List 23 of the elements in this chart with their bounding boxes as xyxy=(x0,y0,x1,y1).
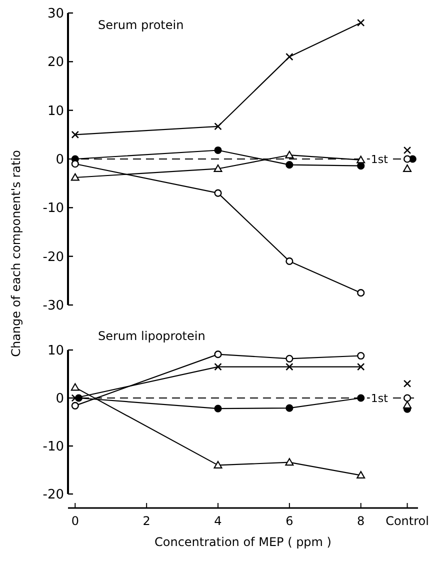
x-tick-label: Control xyxy=(386,514,429,528)
y-tick-label: 0 xyxy=(56,152,64,168)
x-tick-label: 6 xyxy=(286,514,294,528)
y-axis-title: Change of each component's ratio xyxy=(9,150,23,357)
y-tick-label: 20 xyxy=(47,55,64,70)
x-tick-label: 2 xyxy=(142,514,150,528)
ref-line-label: 1st xyxy=(370,152,389,166)
y-tick-label: 10 xyxy=(47,344,64,359)
y-tick-label: -20 xyxy=(42,250,64,265)
y-tick-label: 30 xyxy=(47,6,64,22)
y-tick-label: -10 xyxy=(42,201,64,216)
ref-line-label: 1st xyxy=(370,392,389,405)
y-tick-label: 0 xyxy=(56,392,64,407)
y-tick-label: -30 xyxy=(42,298,64,314)
x-tick-label: 4 xyxy=(214,514,222,528)
chart-title: Serum lipoprotein xyxy=(98,329,206,343)
y-tick-label: -10 xyxy=(42,440,64,455)
x-axis-title: Concentration of MEP ( ppm ) xyxy=(154,535,332,549)
x-tick-label: 0 xyxy=(71,514,79,528)
x-tick-label: 8 xyxy=(357,514,365,528)
text: Serum protein xyxy=(98,18,184,32)
y-tick-label: -20 xyxy=(42,488,64,503)
y-tick-label: 10 xyxy=(47,104,64,119)
